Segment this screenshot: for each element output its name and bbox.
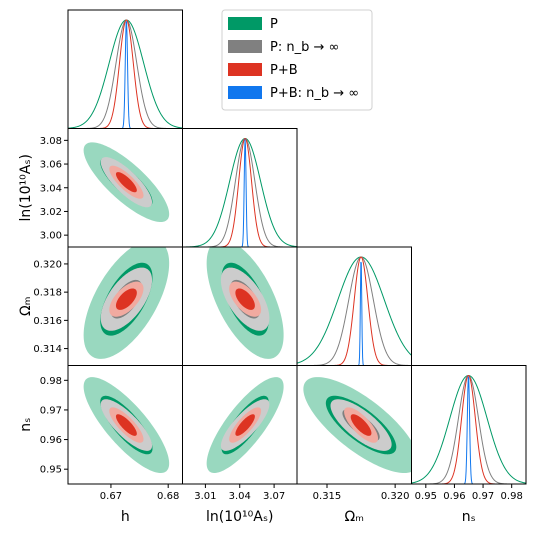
legend-label-3: P+B: n_b → ∞ <box>270 86 359 101</box>
y-axis-label-As: ln(10¹⁰Aₛ) <box>18 154 34 222</box>
y-tick-label: 3.00 <box>40 231 62 242</box>
x-tick-label: 0.97 <box>472 491 494 502</box>
y-tick-label: 0.95 <box>40 465 62 476</box>
y-tick-label: 0.314 <box>33 344 62 355</box>
panel-ns-ns <box>411 374 526 484</box>
y-tick-label: 3.08 <box>40 136 62 147</box>
panel-As-As <box>182 137 297 247</box>
x-tick-label: 0.68 <box>157 491 179 502</box>
legend-swatch-0 <box>228 17 262 30</box>
contour-1sigma-As-ns-series-2 <box>235 414 255 436</box>
marginal-curve-Om-series-3 <box>297 261 412 366</box>
panel-h-h <box>68 19 183 129</box>
x-tick-label: 3.01 <box>194 491 216 502</box>
panel-frame <box>296 246 412 366</box>
legend-swatch-1 <box>228 40 262 53</box>
x-tick-label: 3.07 <box>263 491 285 502</box>
y-tick-label: 0.96 <box>40 435 62 446</box>
x-tick-label: 0.320 <box>381 491 410 502</box>
panel-ns-h <box>83 377 170 473</box>
panel-ns-As <box>206 377 284 473</box>
panel-As-h <box>83 142 170 223</box>
y-tick-label: 3.06 <box>40 160 62 171</box>
panels: 3.00 3.02 3.04 3.06 3.08 ln(10¹⁰Aₛ) 0.314 0.316… <box>18 9 527 525</box>
marginal-curve-ns-series-3 <box>411 376 526 484</box>
legend-swatch-3 <box>228 86 262 99</box>
legend: P P: n_b → ∞ P+B P+B: n_b → ∞ <box>221 9 373 111</box>
panel-frame <box>182 128 298 248</box>
legend-label-1: P: n_b → ∞ <box>270 40 339 55</box>
contour-1sigma-As-Om-series-2 <box>235 288 255 310</box>
legend-label-2: P+B <box>270 63 298 78</box>
x-axis-label-Om: Ωₘ <box>345 509 364 525</box>
panel-Om-h <box>83 247 170 359</box>
contour-1sigma-h-As-series-2 <box>115 172 137 193</box>
marginal-curve-ns-series-2 <box>411 375 526 484</box>
y-tick-label: 3.04 <box>40 183 62 194</box>
legend-box <box>221 9 373 111</box>
x-axis-label-As: ln(10¹⁰Aₛ) <box>206 509 274 525</box>
x-tick-label: 0.67 <box>100 491 122 502</box>
contour-1sigma-h-ns-series-2 <box>115 414 137 436</box>
y-tick-label: 0.318 <box>33 288 62 299</box>
panel-ns-Om <box>303 377 412 473</box>
marginal-curve-h-series-2 <box>68 19 183 129</box>
marginal-curve-As-series-0 <box>182 137 297 247</box>
y-tick-label: 0.97 <box>40 405 62 416</box>
x-tick-label: 0.315 <box>313 491 342 502</box>
contour-1sigma-h-Om-series-2 <box>115 288 137 310</box>
panel-Om-Om <box>297 256 412 366</box>
y-tick-label: 0.316 <box>33 316 62 327</box>
y-tick-label: 0.98 <box>40 376 62 387</box>
marginal-curve-Om-series-0 <box>297 256 412 364</box>
marginal-curve-As-series-1 <box>182 137 297 247</box>
x-tick-label: 0.95 <box>415 491 437 502</box>
legend-swatch-2 <box>228 63 262 76</box>
x-tick-label: 0.96 <box>443 491 465 502</box>
y-tick-label: 0.320 <box>33 259 62 270</box>
x-axis-label-ns: nₛ <box>462 509 476 525</box>
y-axis-label-Om: Ωₘ <box>18 297 34 316</box>
legend-label-0: P <box>270 17 278 32</box>
y-axis-label-ns: nₛ <box>18 418 34 432</box>
x-axis-label-h: h <box>121 509 130 525</box>
x-tick-label: 3.04 <box>229 491 251 502</box>
panel-Om-As <box>206 247 284 359</box>
contour-1sigma-Om-ns-series-2 <box>350 414 372 436</box>
x-tick-label: 0.98 <box>501 491 523 502</box>
marginal-curve-Om-series-2 <box>297 256 412 366</box>
marginal-curve-As-series-2 <box>182 137 297 247</box>
marginal-curve-Om-series-1 <box>297 256 412 366</box>
marginal-curve-h-series-3 <box>68 21 183 129</box>
y-tick-label: 3.02 <box>40 207 62 218</box>
panel-frame <box>411 365 527 485</box>
